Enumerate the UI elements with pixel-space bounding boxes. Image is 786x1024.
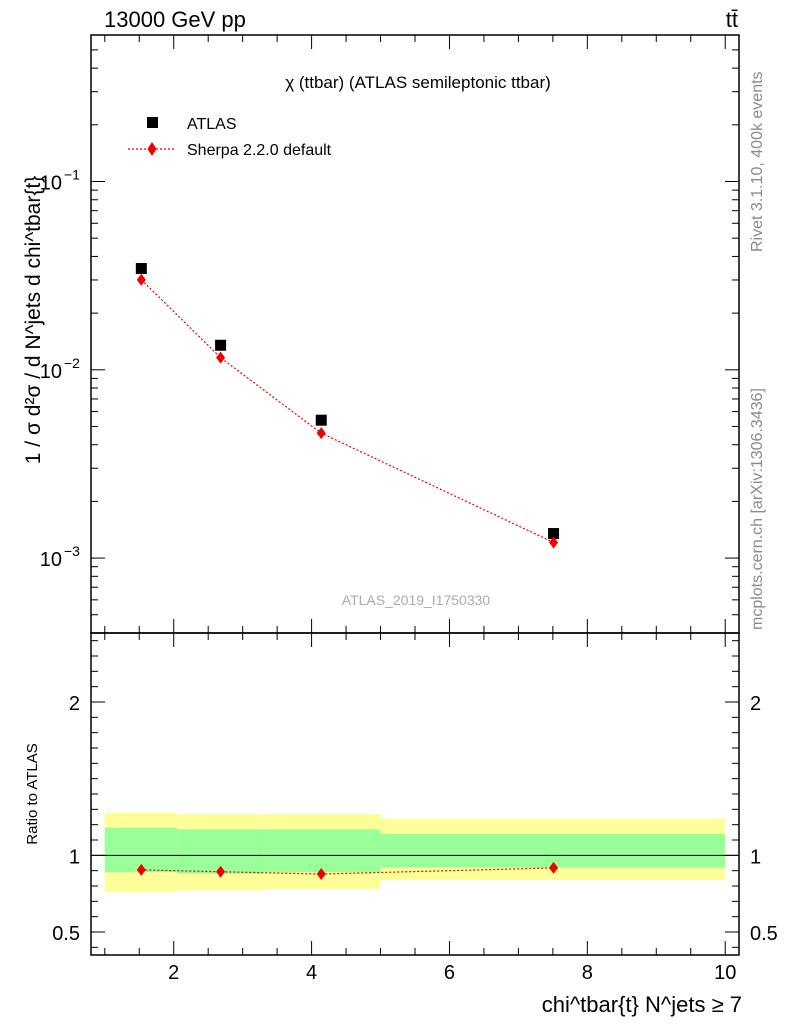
ratio-y-tick-label-left: 1: [69, 846, 80, 868]
main-y-tick-labels: 10−110−210−3: [40, 167, 80, 572]
mcplots-reference-label: mcplots.cern.ch [arXiv:1306.3436]: [749, 388, 766, 630]
ratio-inner-band: [263, 829, 381, 873]
main-data-marks: [135, 263, 560, 549]
atlas-data-point: [315, 414, 327, 426]
ratio-plot-frame: [90, 632, 740, 956]
sherpa-ratio-point: [316, 868, 326, 881]
ratio-inner-band: [380, 833, 726, 868]
sherpa-data-point: [549, 536, 559, 549]
legend: ATLAS Sherpa 2.2.0 default: [128, 116, 332, 159]
ratio-panel: 0.5 0.5 1 1 2 2 2 4 6 8 10 Ratio to ATLAS chi^tba…: [24, 632, 778, 1017]
ratio-data-marks: [136, 861, 559, 881]
main-y-tick-label-base: 10: [40, 173, 62, 195]
main-y-axis-label-text: 1 / σ d²σ / d N^jets d chi^tbar{t}: [22, 176, 45, 464]
x-tick-label: 2: [168, 962, 179, 984]
main-y-tick-label: 10: [40, 173, 62, 195]
sherpa-ratio-point: [216, 865, 226, 878]
legend-sherpa-label: Sherpa 2.2.0 default: [187, 142, 332, 159]
main-y-tick-label: 10: [40, 361, 62, 383]
main-plot-title: χ (ttbar) (ATLAS semileptonic ttbar): [285, 73, 551, 92]
main-y-tick-label-base: 10: [40, 361, 62, 383]
sherpa-ratio-line: [141, 867, 554, 875]
ratio-axis-ticks: [91, 633, 739, 955]
ratio-uncertainty-bands: [104, 812, 726, 893]
main-axis-ticks: [91, 35, 739, 634]
x-tick-label: 4: [306, 962, 317, 984]
ratio-y-tick-label-left: 0.5: [52, 923, 80, 945]
atlas-data-point: [215, 339, 227, 351]
header-right-label: tt̄: [726, 7, 738, 32]
sherpa-main-line: [140, 279, 554, 544]
main-panel: 10−110−210−3 χ (ttbar) (ATLAS semilepton…: [22, 34, 740, 634]
atlas-data-point: [135, 263, 147, 275]
x-tick-label: 10: [714, 962, 736, 984]
legend-atlas-marker: [147, 117, 158, 128]
legend-sherpa-marker: [147, 142, 157, 156]
main-y-axis-label: 1 / σ d²σ / d N^jets d chi^tbar{t}: [22, 176, 45, 464]
main-y-tick-label: 10: [40, 549, 62, 571]
main-y-tick-label-exp: −3: [64, 543, 80, 559]
ratio-y-tick-label-right: 2: [750, 693, 761, 715]
sherpa-ratio-point: [136, 863, 146, 876]
legend-atlas-label: ATLAS: [187, 116, 237, 133]
ratio-y-tick-label-left: 2: [69, 693, 80, 715]
ratio-y-tick-label-right: 0.5: [750, 923, 778, 945]
ratio-y-tick-label-right: 1: [750, 846, 761, 868]
ratio-x-tick-labels: 2 4 6 8 10: [168, 962, 736, 984]
x-axis-label: chi^tbar{t} N^jets ≥ 7: [542, 992, 742, 1017]
main-y-tick-label-base: 10: [40, 549, 62, 571]
sherpa-ratio-point: [549, 861, 559, 874]
x-tick-label: 6: [444, 962, 455, 984]
x-tick-label: 8: [582, 962, 593, 984]
main-y-tick-label-exp: −2: [64, 355, 80, 371]
ratio-y-axis-label: Ratio to ATLAS: [24, 743, 41, 844]
sherpa-data-point: [216, 351, 226, 364]
ratio-y-tick-labels: 0.5 0.5 1 1 2 2: [52, 693, 778, 945]
rivet-version-label: Rivet 3.1.10, 400k events: [749, 71, 766, 252]
main-y-tick-label-exp: −1: [64, 167, 80, 183]
atlas-data-point: [548, 528, 560, 540]
analysis-watermark: ATLAS_2019_I1750330: [342, 592, 491, 608]
sherpa-data-point: [136, 273, 146, 286]
header-left-label: 13000 GeV pp: [104, 7, 246, 32]
sherpa-data-point: [316, 427, 326, 440]
